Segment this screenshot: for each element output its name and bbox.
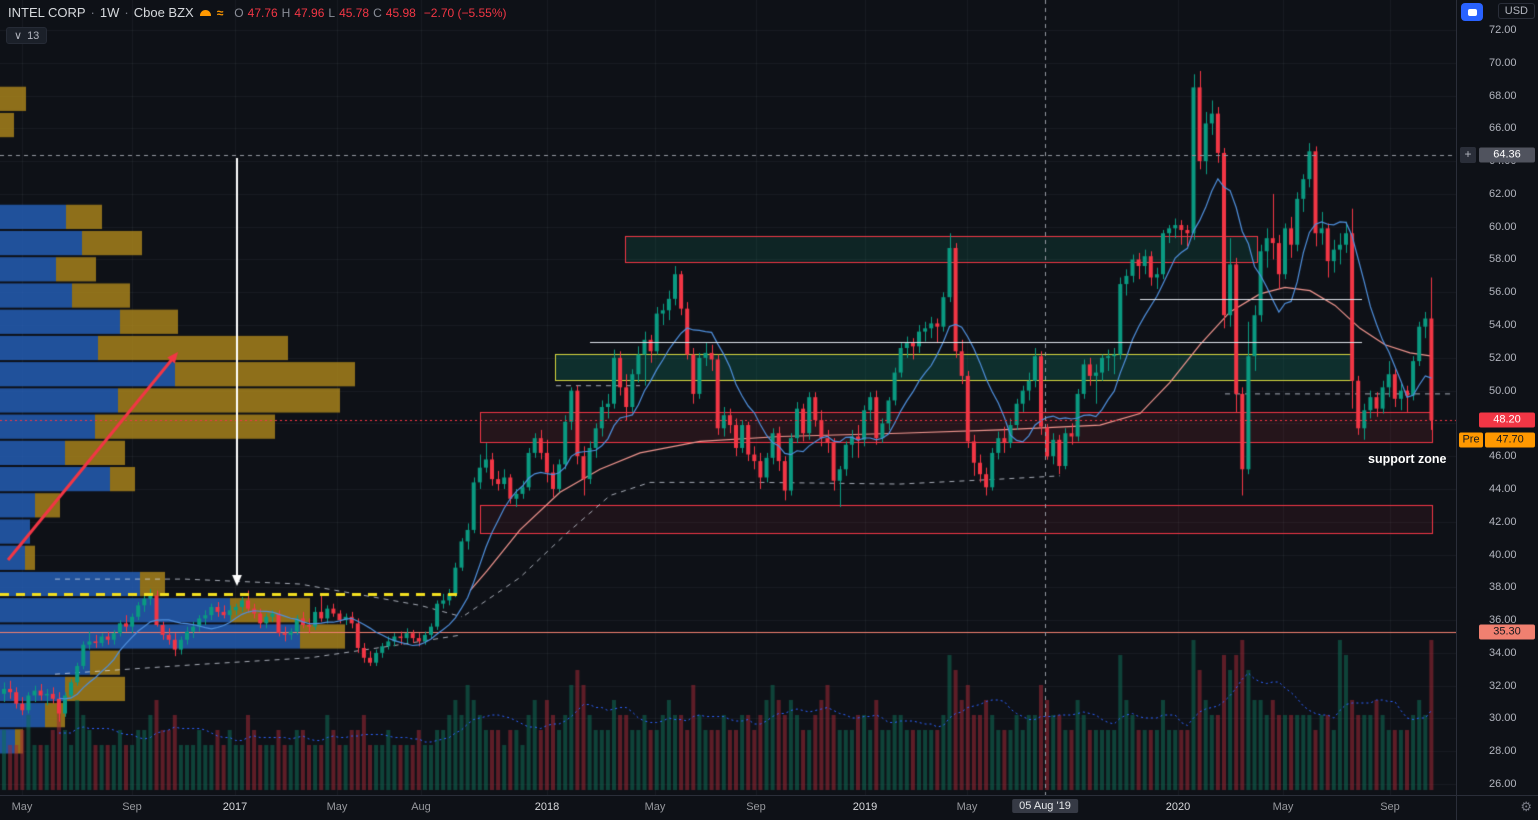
time-axis-label: 2019 (852, 801, 878, 813)
price-tick-label: 60.00 (1489, 220, 1517, 233)
symbol-name[interactable]: INTEL CORP (8, 5, 86, 20)
separator-dot: · (90, 5, 95, 20)
price-tick-label: 56.00 (1489, 286, 1517, 299)
price-tick-label: 68.00 (1489, 89, 1517, 102)
settings-gear-icon[interactable]: ⚙ (1520, 799, 1532, 814)
last-price-badge: 48.20 (1479, 412, 1535, 428)
indicators-collapse-pill[interactable]: ∨ 13 (6, 27, 48, 44)
price-tick-label: 54.00 (1489, 319, 1517, 332)
price-tick-label: 42.00 (1489, 515, 1517, 528)
price-tick-label: 50.00 (1489, 384, 1517, 397)
price-tick-label: 28.00 (1489, 745, 1517, 758)
timeframe-label[interactable]: 1W (99, 5, 120, 20)
currency-chip[interactable]: USD (1497, 3, 1535, 19)
time-axis-label: Aug (411, 801, 431, 813)
open-value: 47.76 (247, 5, 278, 20)
price-tick-label: 70.00 (1489, 56, 1517, 69)
price-tick-label: 40.00 (1489, 548, 1517, 561)
time-axis-label: Sep (1380, 801, 1400, 813)
ohlc-readout: O 47.76 H 47.96 L 45.78 C 45.98 (234, 6, 416, 20)
price-tick-label: 58.00 (1489, 253, 1517, 266)
support-zone-annotation[interactable]: support zone (1368, 452, 1447, 466)
price-tick-label: 46.00 (1489, 450, 1517, 463)
open-label: O (234, 5, 244, 20)
chart-canvas[interactable] (0, 0, 1456, 795)
chevron-down-icon: ∨ (14, 30, 23, 42)
time-axis-label: May (11, 801, 33, 813)
indicators-count: 13 (27, 29, 40, 42)
change-value: −2.70 (−5.55%) (423, 5, 507, 20)
price-tick-label: 62.00 (1489, 187, 1517, 200)
low-label: L (328, 5, 336, 20)
symbol-header: INTEL CORP · 1W · Cboe BZX ≈ O 47.76 H 4… (8, 5, 507, 20)
price-line-badge: 35.30 (1479, 624, 1535, 640)
price-tick-label: 44.00 (1489, 482, 1517, 495)
price-scale[interactable]: USD + 64.36 48.20 Pre 47.70 35.30 72.00 7… (1456, 0, 1538, 795)
price-tick-label: 34.00 (1489, 646, 1517, 659)
close-value: 45.98 (385, 5, 416, 20)
price-tick-label: 66.00 (1489, 122, 1517, 135)
premarket-label-badge: Pre (1459, 432, 1483, 448)
price-tick-label: 72.00 (1489, 24, 1517, 36)
exchange-label[interactable]: Cboe BZX (133, 5, 194, 20)
time-axis-label: May (1272, 801, 1294, 813)
high-label: H (281, 5, 291, 20)
price-tick-label: 52.00 (1489, 351, 1517, 364)
price-tick-label: 30.00 (1489, 712, 1517, 725)
time-scale[interactable]: 05 Aug '19 May Sep 2017 May Aug 2018 May Sep 201… (0, 795, 1456, 820)
time-axis-label: May (644, 801, 666, 813)
premarket-price-badge: 47.70 (1485, 432, 1535, 448)
time-axis-label: 2020 (1165, 801, 1191, 813)
add-alert-plus-icon[interactable]: + (1460, 147, 1476, 164)
axis-corner: ⚙ (1456, 795, 1538, 820)
price-tick-label: 26.00 (1489, 778, 1517, 790)
separator-dot: · (124, 5, 129, 20)
crosshair-time-badge: 05 Aug '19 (1012, 799, 1078, 813)
price-tick-label: 36.00 (1489, 614, 1517, 627)
camera-icon (1467, 8, 1477, 16)
time-axis-label: 2018 (534, 801, 560, 813)
time-axis-label: 2017 (222, 801, 248, 813)
approx-delayed-data-icon: ≈ (216, 5, 224, 20)
high-value: 47.96 (294, 5, 325, 20)
close-label: C (373, 5, 382, 20)
price-tick-label: 32.00 (1489, 679, 1517, 692)
sunset-market-status-icon (199, 9, 211, 16)
price-tick-label: 38.00 (1489, 581, 1517, 594)
time-axis-label: Sep (122, 801, 142, 813)
crosshair-price-badge: 64.36 (1479, 147, 1535, 163)
time-axis-label: May (956, 801, 978, 813)
time-axis-label: May (326, 801, 348, 813)
low-value: 45.78 (339, 5, 370, 20)
time-axis-label: Sep (746, 801, 766, 813)
snapshot-button[interactable] (1461, 3, 1483, 21)
